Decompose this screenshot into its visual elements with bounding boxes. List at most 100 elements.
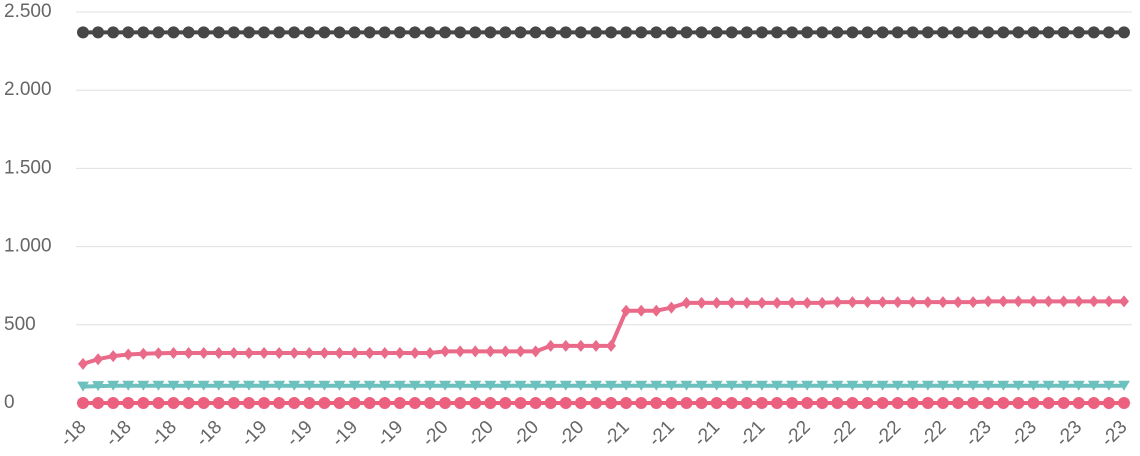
marker [122, 380, 135, 391]
marker [499, 380, 512, 391]
marker [861, 26, 874, 39]
marker [303, 397, 316, 409]
marker [650, 380, 663, 391]
marker [877, 296, 888, 309]
marker [636, 304, 647, 317]
marker [243, 346, 254, 359]
marker [921, 397, 934, 409]
x-tick-label: -20 [418, 417, 452, 451]
marker [726, 296, 737, 309]
marker [725, 397, 738, 409]
x-tick-label: -21 [690, 417, 724, 451]
marker [1043, 295, 1054, 308]
marker [182, 380, 195, 391]
marker [891, 397, 904, 409]
marker [1012, 26, 1025, 39]
marker [725, 26, 738, 39]
marker [349, 346, 360, 359]
marker [816, 397, 829, 409]
marker [695, 380, 708, 391]
marker [454, 26, 467, 39]
marker [273, 380, 286, 391]
marker [1058, 295, 1069, 308]
marker [393, 380, 406, 391]
marker [755, 26, 768, 39]
marker [1102, 397, 1115, 409]
marker [620, 380, 633, 391]
marker [379, 346, 390, 359]
marker [258, 26, 271, 39]
marker [680, 397, 693, 409]
x-tick-label: -23 [1052, 417, 1086, 451]
marker [786, 26, 799, 39]
marker [1027, 397, 1040, 409]
x-tick-label: -18 [147, 417, 181, 451]
marker [213, 346, 224, 359]
marker [137, 26, 150, 39]
marker [861, 380, 874, 391]
marker [529, 26, 542, 39]
marker [107, 26, 120, 39]
marker [710, 380, 723, 391]
marker [424, 26, 436, 39]
marker [288, 380, 301, 391]
marker [997, 380, 1010, 391]
marker [680, 380, 693, 391]
series-line [82, 299, 1124, 366]
marker [892, 296, 903, 309]
marker [982, 397, 995, 409]
marker [363, 397, 376, 409]
y-tick-label: 1.500 [4, 157, 52, 178]
marker [921, 380, 934, 391]
marker [122, 26, 135, 39]
marker [1042, 380, 1055, 391]
marker [227, 26, 240, 39]
x-tick-label: -21 [735, 417, 769, 451]
marker [529, 380, 542, 391]
marker [167, 397, 180, 409]
marker [77, 26, 89, 39]
x-tick-label: -19 [373, 417, 407, 451]
marker [621, 304, 632, 317]
marker [876, 26, 889, 39]
marker [1042, 26, 1055, 39]
marker [755, 397, 768, 409]
marker [817, 296, 828, 309]
marker [1118, 397, 1130, 409]
marker [559, 380, 572, 391]
marker [802, 296, 813, 309]
marker [967, 397, 980, 409]
marker [695, 397, 708, 409]
marker [771, 26, 783, 39]
marker [906, 397, 919, 409]
marker [771, 380, 783, 391]
marker [137, 397, 150, 409]
marker [440, 345, 451, 358]
x-tick-label: -21 [645, 417, 679, 451]
marker [741, 296, 752, 309]
marker [695, 26, 708, 39]
marker [77, 381, 89, 392]
marker [545, 339, 556, 352]
marker [93, 353, 104, 366]
marker [242, 397, 255, 409]
x-tick-label: -18 [56, 417, 90, 451]
marker [772, 296, 782, 309]
marker [589, 380, 602, 391]
marker [1073, 295, 1084, 308]
marker [197, 380, 210, 391]
marker [212, 26, 225, 39]
marker [363, 380, 376, 391]
y-tick-label: 1.000 [4, 236, 52, 257]
marker [289, 346, 300, 359]
marker [635, 397, 648, 409]
marker [198, 346, 209, 359]
series-line [82, 383, 1124, 389]
x-tick-label: -20 [464, 417, 498, 451]
marker [258, 397, 271, 409]
marker [968, 296, 979, 309]
marker [182, 397, 195, 409]
marker [846, 380, 859, 391]
x-tick-label: -22 [871, 417, 905, 451]
